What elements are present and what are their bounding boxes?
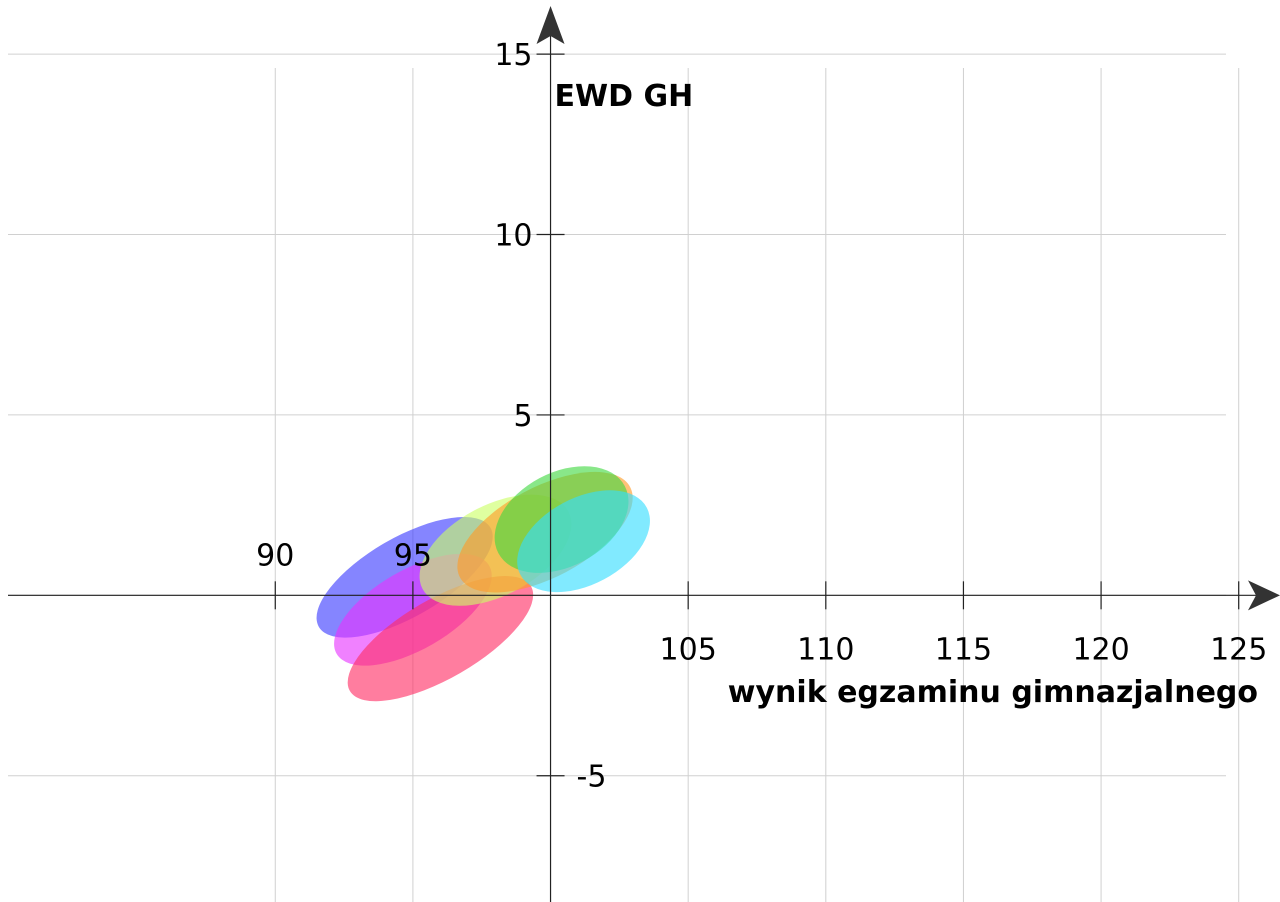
ellipse-layer <box>316 466 650 702</box>
x-tick-label: 95 <box>394 538 432 573</box>
x-tick-label: 110 <box>797 632 854 667</box>
grid <box>8 53 1240 902</box>
confidence-ellipse <box>347 576 534 702</box>
y-axis-arrow <box>536 6 565 44</box>
x-axis-label: wynik egzaminu gimnazjalnego <box>728 675 1258 710</box>
y-tick-label: -5 <box>577 760 607 795</box>
x-axis-arrow <box>1248 580 1280 611</box>
x-tick-label: 105 <box>660 632 717 667</box>
x-tick-label: 120 <box>1072 632 1129 667</box>
x-tick-label: 90 <box>256 538 294 573</box>
y-axis-label: EWD GH <box>555 79 694 114</box>
y-tick-label: 15 <box>494 38 532 73</box>
y-tick-label: 5 <box>513 399 532 434</box>
x-tick-label: 125 <box>1210 632 1267 667</box>
y-tick-label: 10 <box>494 219 532 254</box>
axes <box>8 6 1280 902</box>
x-tick-label: 115 <box>935 632 992 667</box>
